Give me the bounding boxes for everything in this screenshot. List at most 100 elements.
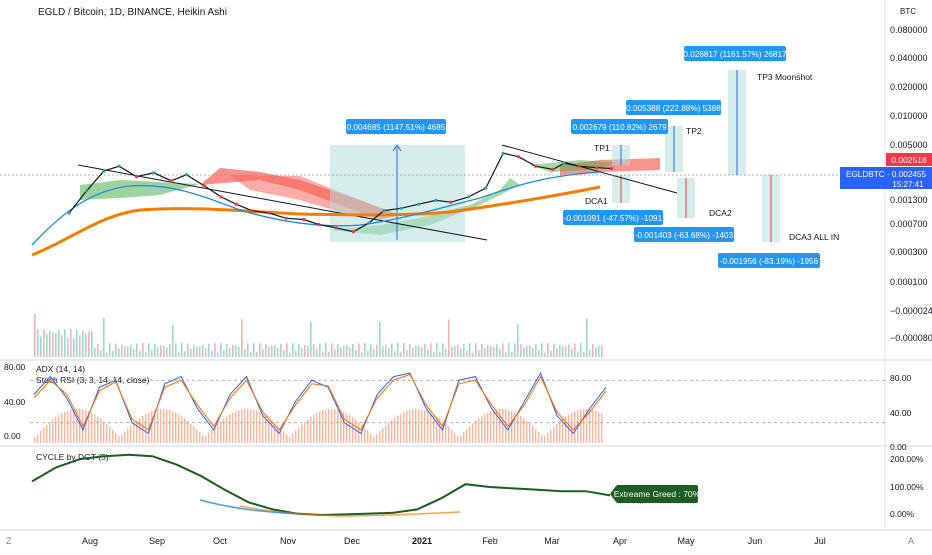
osc-histogram-bar [520,415,522,443]
volume-bar [160,345,162,357]
osc-histogram-bar [103,421,105,443]
osc-histogram-bar [433,414,435,443]
x-tick-label: May [677,536,695,546]
y-tick-label: 0.040000 [890,53,928,63]
cycle-mid-line [199,499,301,515]
volume-bar [493,346,495,357]
osc-histogram-bar [178,414,180,443]
x-tick-label: Sep [149,536,165,546]
price-point [102,169,106,173]
osc-histogram-bar [331,409,333,443]
osc-histogram-bar [328,409,330,443]
volume-bar [472,352,474,357]
volume-bar [136,343,138,357]
osc-histogram-bar [301,424,303,443]
osc-histogram-bar [202,435,204,443]
price-point [466,195,471,199]
osc-histogram-bar [274,422,276,443]
osc-histogram-bar [532,425,534,443]
volume-bar [529,345,531,357]
osc-histogram-bar [172,411,174,443]
price-point [351,230,356,234]
osc-histogram-bar [43,427,45,443]
annotation-label: -0.001403 (-63.68%) -1403 [635,231,734,240]
ichimoku-cloud-green [80,180,200,200]
indicator-title: ADX (14, 14) [36,364,85,374]
osc-histogram-bar [175,412,177,443]
osc-histogram-bar [304,421,306,443]
osc-histogram-bar [313,414,315,443]
osc-histogram-bar [340,410,342,443]
volume-bar [421,347,423,357]
price-point [219,195,223,199]
osc-histogram-bar [166,409,168,443]
price-point [249,209,254,213]
osc-histogram-bar [388,422,390,443]
osc-histogram-bar [160,409,162,443]
x-tick-label: Oct [213,536,228,546]
osc-histogram-bar [67,410,69,443]
volume-bar [226,343,228,357]
volume-bar [577,351,579,357]
volume-bar [250,351,252,357]
price-point [317,222,321,227]
osc-histogram-bar [439,418,441,443]
osc-histogram-bar [58,415,60,443]
volume-bar [256,351,258,357]
osc-histogram-bar [421,409,423,443]
volume-bar [370,343,372,357]
price-point [577,164,581,168]
measure-arrow-head [392,144,402,152]
annotation-label: -0.001091 (-47.57%) -1091 [564,214,663,223]
osc-histogram-bar [448,426,450,443]
x-tick-label: Nov [280,536,297,546]
osc-left-tick: 40.00 [4,397,26,407]
price-point [610,166,614,171]
volume-bar [415,345,417,357]
osc-histogram-bar [169,410,171,443]
volume-bar [412,347,414,357]
volume-bar [325,343,327,357]
volume-bar [124,346,126,357]
x-tick-label: Feb [482,536,498,546]
price-point [334,226,338,230]
volume-bar [139,351,141,357]
osc-histogram-bar [253,409,255,443]
volume-bar [334,349,336,357]
price-tag-bg [886,153,932,166]
y-tick-label: 0.080000 [890,25,928,35]
volume-bar [220,343,222,357]
price-point [534,164,538,168]
annotation-label-bg [634,227,734,242]
osc-histogram-bar [415,409,417,443]
volume-bar [61,335,63,357]
volume-bar [409,343,411,357]
osc-right-tick: 40.00 [890,408,912,418]
cycle-tick: 0.00% [890,509,915,519]
volume-bar [190,348,192,357]
osc-left-tick: 80.00 [4,362,26,372]
osc-histogram-bar [46,424,48,443]
volume-bar [313,344,315,357]
price-point [594,166,599,170]
volume-bar [70,329,72,357]
osc-histogram-bar [271,420,273,443]
y-tick-label: 0.000100 [890,277,928,287]
volume-bar [457,344,459,357]
volume-bar [541,343,543,357]
volume-bar [427,349,429,357]
osc-histogram-bar [343,411,345,443]
osc-histogram-bar [286,434,288,443]
volume-bar [142,343,144,357]
volume-bar [274,345,276,357]
y-tick-label: 0.020000 [890,82,928,92]
annotation-label-bg [563,210,663,225]
volume-bar [475,343,477,357]
volume-bar [208,343,210,357]
osc-histogram-bar [454,432,456,443]
osc-histogram-bar [595,410,597,443]
volume-bar [58,330,60,357]
volume-bar [451,346,453,357]
osc-histogram-bar [289,436,291,443]
